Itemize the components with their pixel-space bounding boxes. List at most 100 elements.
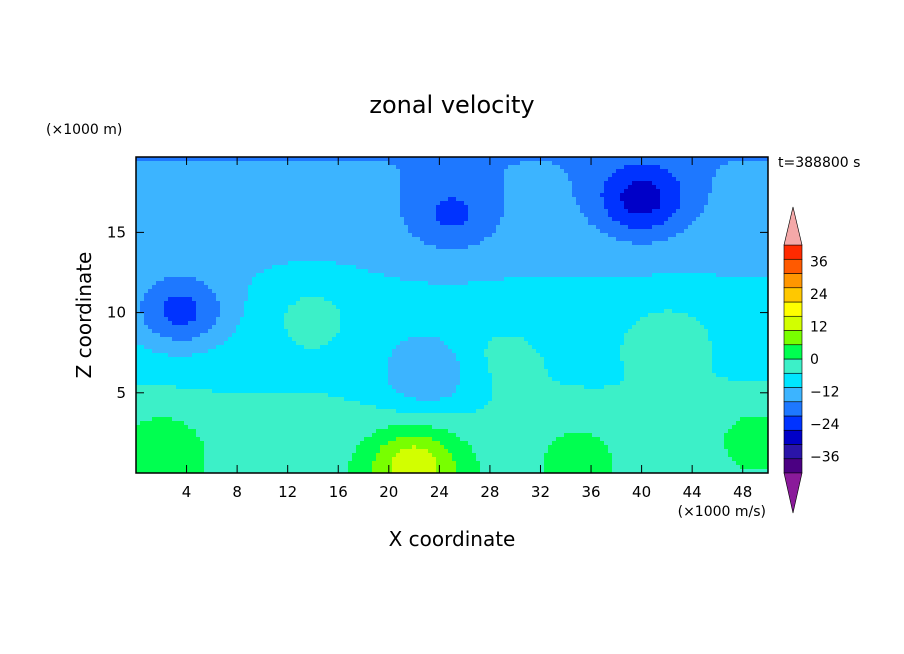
field-cell bbox=[732, 189, 737, 194]
field-cell bbox=[340, 181, 345, 186]
field-cell bbox=[348, 225, 353, 230]
field-cell bbox=[352, 261, 357, 266]
field-cell bbox=[236, 181, 241, 186]
field-cell bbox=[660, 229, 665, 234]
field-cell bbox=[564, 201, 569, 206]
field-cell bbox=[308, 257, 313, 262]
field-cell bbox=[380, 261, 385, 266]
field-cell bbox=[280, 189, 285, 194]
field-cell bbox=[308, 253, 313, 258]
field-cell bbox=[520, 245, 525, 250]
field-cell bbox=[476, 193, 481, 198]
field-cell bbox=[600, 253, 605, 258]
field-cell bbox=[620, 173, 625, 178]
field-cell bbox=[604, 241, 609, 246]
field-cell bbox=[212, 225, 217, 230]
field-cell bbox=[364, 229, 369, 234]
field-cell bbox=[676, 201, 681, 206]
field-cell bbox=[360, 241, 365, 246]
field-cell bbox=[396, 265, 401, 270]
field-cell bbox=[144, 185, 149, 190]
field-cell bbox=[672, 193, 677, 198]
field-cell bbox=[188, 173, 193, 178]
field-cell bbox=[140, 185, 145, 190]
field-cell bbox=[572, 201, 577, 206]
field-cell bbox=[556, 177, 561, 182]
field-cell bbox=[444, 165, 449, 170]
field-cell bbox=[752, 229, 757, 234]
field-cell bbox=[472, 265, 477, 270]
field-cell bbox=[520, 173, 525, 178]
field-cell bbox=[196, 265, 201, 270]
field-cell bbox=[464, 205, 469, 210]
field-cell bbox=[632, 277, 637, 282]
field-cell bbox=[156, 165, 161, 170]
field-cell bbox=[312, 201, 317, 206]
field-cell bbox=[616, 225, 621, 230]
field-cell bbox=[184, 261, 189, 266]
field-cell bbox=[400, 249, 405, 254]
field-cell bbox=[576, 217, 581, 222]
field-cell bbox=[440, 173, 445, 178]
field-cell bbox=[748, 221, 753, 226]
field-cell bbox=[428, 197, 433, 202]
field-cell bbox=[488, 273, 493, 278]
field-cell bbox=[172, 169, 177, 174]
field-cell bbox=[236, 253, 241, 258]
field-cell bbox=[536, 241, 541, 246]
field-cell bbox=[624, 189, 629, 194]
field-cell bbox=[660, 225, 665, 230]
field-cell bbox=[208, 265, 213, 270]
field-cell bbox=[440, 225, 445, 230]
field-cell bbox=[580, 233, 585, 238]
field-cell bbox=[540, 213, 545, 218]
field-cell bbox=[488, 269, 493, 274]
field-cell bbox=[552, 241, 557, 246]
field-cell bbox=[260, 221, 265, 226]
field-cell bbox=[728, 257, 733, 262]
field-cell bbox=[624, 269, 629, 274]
field-cell bbox=[292, 249, 297, 254]
field-cell bbox=[248, 201, 253, 206]
field-cell bbox=[384, 229, 389, 234]
field-cell bbox=[160, 269, 165, 274]
field-cell bbox=[712, 245, 717, 250]
field-cell bbox=[188, 157, 193, 162]
field-cell bbox=[416, 273, 421, 278]
field-cell bbox=[216, 189, 221, 194]
field-cell bbox=[756, 217, 761, 222]
field-cell bbox=[740, 173, 745, 178]
field-cell bbox=[524, 197, 529, 202]
field-cell bbox=[608, 221, 613, 226]
field-cell bbox=[316, 233, 321, 238]
field-cell bbox=[372, 209, 377, 214]
field-cell bbox=[536, 185, 541, 190]
field-cell bbox=[428, 205, 433, 210]
field-cell bbox=[324, 273, 329, 278]
field-cell bbox=[516, 261, 521, 266]
field-cell bbox=[292, 193, 297, 198]
field-cell bbox=[368, 157, 373, 162]
field-cell bbox=[620, 197, 625, 202]
field-cell bbox=[140, 261, 145, 266]
field-cell bbox=[436, 241, 441, 246]
field-cell bbox=[472, 277, 477, 282]
field-cell bbox=[140, 169, 145, 174]
field-cell bbox=[256, 201, 261, 206]
field-cell bbox=[232, 245, 237, 250]
field-cell bbox=[364, 197, 369, 202]
field-cell bbox=[280, 253, 285, 258]
field-cell bbox=[536, 277, 541, 282]
field-cell bbox=[524, 185, 529, 190]
field-cell bbox=[140, 253, 145, 258]
field-cell bbox=[568, 205, 573, 210]
field-cell bbox=[592, 233, 597, 238]
field-cell bbox=[520, 257, 525, 262]
field-cell bbox=[408, 205, 413, 210]
field-cell bbox=[344, 245, 349, 250]
field-cell bbox=[520, 261, 525, 266]
field-cell bbox=[488, 253, 493, 258]
field-cell bbox=[276, 225, 281, 230]
field-cell bbox=[628, 177, 633, 182]
field-cell bbox=[236, 237, 241, 242]
